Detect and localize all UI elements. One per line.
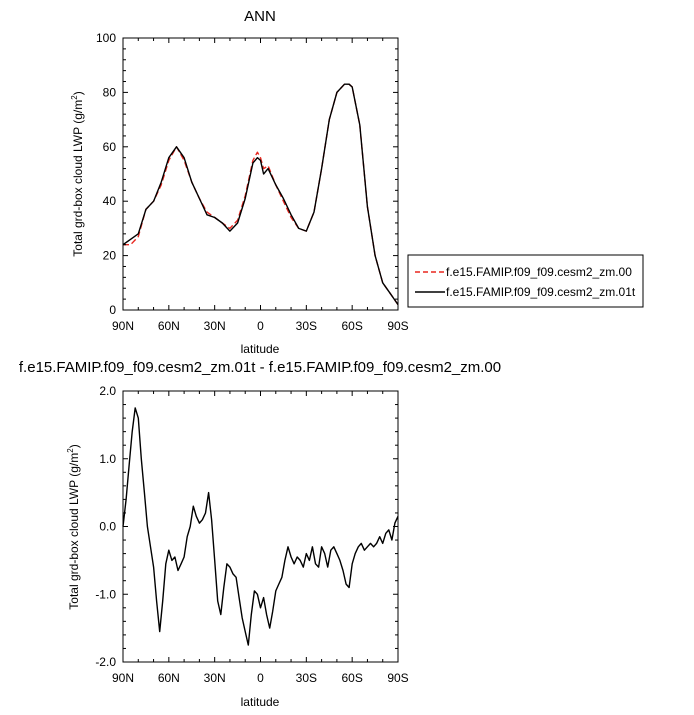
bottom-y-axis-label: Total grd-box cloud LWP (g/m2)	[66, 444, 81, 609]
top-x-tick-label: 30S	[296, 319, 317, 333]
bottom-x-tick-label: 30S	[296, 671, 317, 685]
top-x-tick-label: 30N	[204, 319, 226, 333]
legend-box	[407, 254, 644, 308]
bottom-y-tick-label: -2.0	[95, 655, 116, 669]
legend: f.e15.FAMIP.f09_f09.cesm2_zm.00 f.e15.FA…	[407, 254, 644, 308]
top-x-tick-label: 90S	[387, 319, 408, 333]
top-x-axis-label: latitude	[241, 342, 280, 356]
top-chart-title: ANN	[244, 8, 276, 25]
bottom-x-axis-label: latitude	[241, 695, 280, 709]
top-y-tick-label: 20	[103, 249, 117, 263]
top-y-tick-label: 100	[96, 31, 116, 45]
top-y-tick-label: 40	[103, 194, 117, 208]
bottom-plot-area: 90N 60N 30N 0 30S 60S 90S -2.0 -1.0 0.0 1.0 2.0	[95, 384, 408, 685]
bottom-x-tick-label: 30N	[204, 671, 226, 685]
bottom-x-tick-label: 90N	[112, 671, 134, 685]
top-x-tick-label: 60S	[341, 319, 362, 333]
bottom-x-tick-label: 60S	[341, 671, 362, 685]
bottom-y-tick-label: 2.0	[99, 384, 116, 398]
bottom-y-tick-label: -1.0	[95, 587, 116, 601]
top-x-tick-label: 90N	[112, 319, 134, 333]
bottom-y-tick-label: 0.0	[99, 520, 116, 534]
top-y-axis-label: Total grd-box cloud LWP (g/m2)	[70, 91, 85, 256]
legend-label-series-2: f.e15.FAMIP.f09_f09.cesm2_zm.01t	[446, 285, 636, 299]
top-x-tick-label: 60N	[158, 319, 180, 333]
bottom-plot-frame	[122, 390, 399, 663]
bottom-y-tick-label: 1.0	[99, 452, 116, 466]
top-panel: ANN 90N 60N 30N 0 30S 60S 90S 0 20 40 60 80 100 lati…	[70, 8, 644, 356]
top-x-tick-label: 0	[257, 319, 264, 333]
top-plot-area: 90N 60N 30N 0 30S 60S 90S 0 20 40 60 80 100	[96, 31, 409, 333]
top-y-tick-label: 60	[103, 140, 117, 154]
bottom-panel: f.e15.FAMIP.f09_f09.cesm2_zm.01t - f.e15…	[19, 359, 501, 709]
bottom-x-tick-label: 90S	[387, 671, 408, 685]
bottom-x-tick-label: 60N	[158, 671, 180, 685]
top-y-tick-label: 80	[103, 85, 117, 99]
top-series-line-2	[122, 83, 399, 306]
top-series-line-1	[123, 83, 399, 306]
legend-label-series-1: f.e15.FAMIP.f09_f09.cesm2_zm.00	[446, 265, 632, 279]
top-y-tick-label: 0	[109, 303, 116, 317]
bottom-series-line-1	[122, 407, 399, 646]
bottom-chart-title: f.e15.FAMIP.f09_f09.cesm2_zm.01t - f.e15…	[19, 359, 501, 376]
bottom-x-tick-label: 0	[257, 671, 264, 685]
